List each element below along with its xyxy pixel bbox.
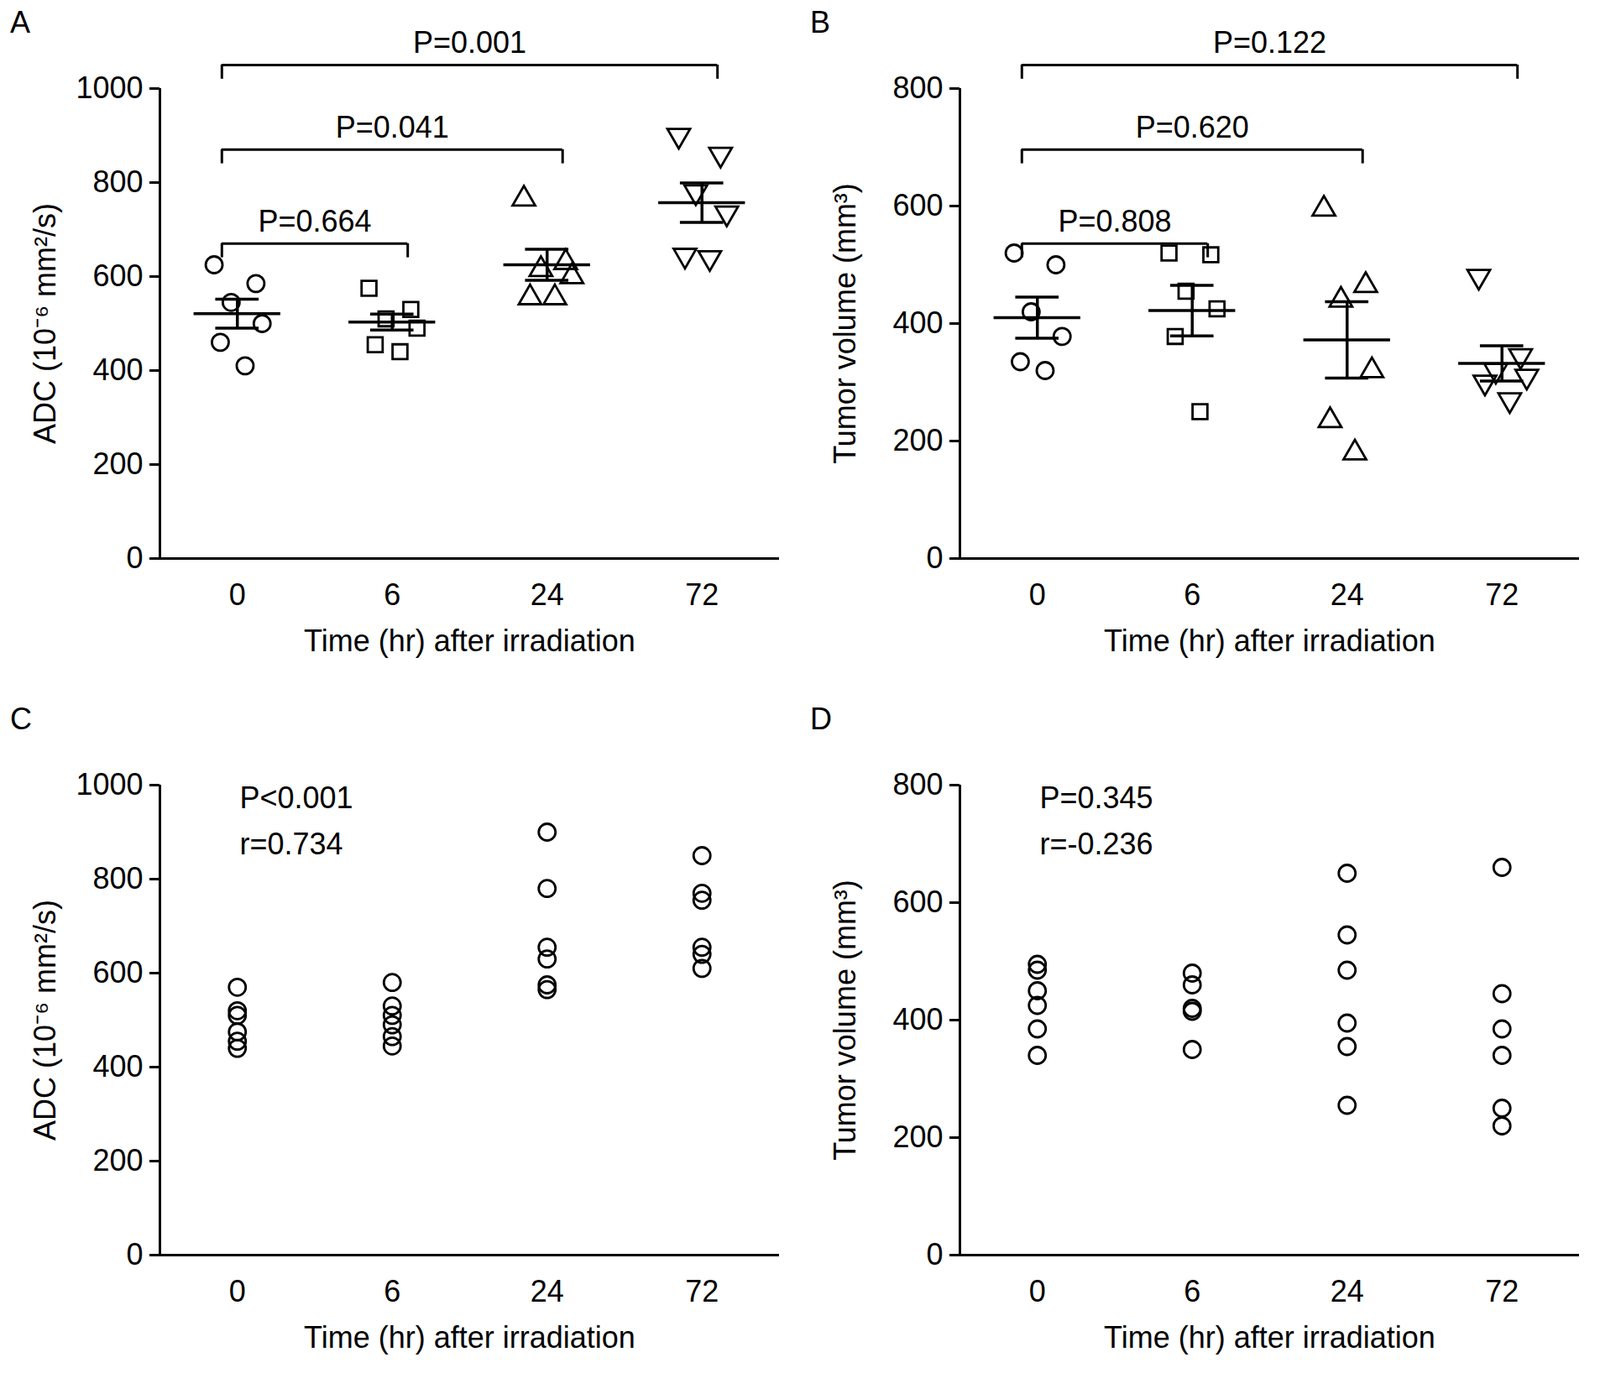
svg-text:72: 72: [684, 1274, 719, 1309]
svg-text:6: 6: [383, 1274, 401, 1309]
svg-text:P=0.041: P=0.041: [335, 109, 450, 145]
svg-text:1000: 1000: [75, 767, 143, 802]
svg-text:Time (hr) after irradiation: Time (hr) after irradiation: [303, 1320, 636, 1355]
svg-text:24: 24: [530, 1274, 565, 1309]
svg-text:600: 600: [92, 955, 143, 990]
svg-text:Tumor volume (mm³): Tumor volume (mm³): [827, 879, 863, 1161]
svg-text:400: 400: [92, 1049, 143, 1084]
svg-text:6: 6: [1183, 577, 1201, 612]
svg-text:r=-0.236: r=-0.236: [1040, 826, 1154, 862]
svg-text:6: 6: [1183, 1274, 1201, 1309]
svg-text:Time (hr) after irradiation: Time (hr) after irradiation: [303, 623, 636, 659]
svg-text:24: 24: [1330, 1274, 1365, 1309]
html-text:A: A: [10, 5, 31, 40]
svg-text:200: 200: [92, 1143, 143, 1178]
svg-text:72: 72: [684, 577, 719, 612]
svg-text:400: 400: [92, 352, 143, 387]
svg-text:P=0.620: P=0.620: [1135, 109, 1250, 145]
svg-text:400: 400: [892, 1002, 943, 1037]
svg-text:400: 400: [892, 305, 943, 340]
svg-text:0: 0: [925, 540, 943, 576]
svg-text:ADC (10⁻⁶ mm²/s): ADC (10⁻⁶ mm²/s): [27, 203, 63, 445]
svg-text:200: 200: [92, 446, 143, 482]
html-text:B: B: [810, 5, 831, 40]
svg-text:0: 0: [1029, 1274, 1046, 1309]
svg-text:200: 200: [892, 1119, 943, 1155]
svg-text:72: 72: [1484, 577, 1519, 612]
svg-text:Time (hr) after irradiation: Time (hr) after irradiation: [1103, 1320, 1436, 1355]
svg-text:0: 0: [925, 1237, 943, 1272]
svg-text:600: 600: [892, 884, 943, 920]
svg-text:0: 0: [229, 577, 246, 612]
svg-text:1000: 1000: [75, 70, 143, 105]
svg-text:P=0.664: P=0.664: [257, 203, 372, 239]
svg-text:ADC (10⁻⁶ mm²/s): ADC (10⁻⁶ mm²/s): [27, 899, 63, 1141]
svg-text:P=0.808: P=0.808: [1057, 203, 1172, 239]
svg-text:800: 800: [892, 70, 943, 105]
svg-text:800: 800: [92, 861, 143, 896]
svg-text:P=0.345: P=0.345: [1040, 780, 1154, 816]
svg-text:Tumor volume (mm³): Tumor volume (mm³): [827, 183, 863, 465]
html-text:D: D: [810, 701, 832, 737]
svg-text:0: 0: [125, 540, 143, 576]
svg-text:P=0.001: P=0.001: [413, 25, 527, 60]
svg-text:0: 0: [125, 1237, 143, 1272]
svg-text:24: 24: [530, 577, 565, 612]
svg-text:r=0.734: r=0.734: [240, 826, 344, 862]
svg-text:P=0.122: P=0.122: [1213, 25, 1327, 60]
svg-text:24: 24: [1330, 577, 1365, 612]
svg-text:600: 600: [92, 258, 143, 293]
svg-text:Time (hr) after irradiation: Time (hr) after irradiation: [1103, 623, 1436, 659]
svg-text:800: 800: [92, 164, 143, 199]
svg-text:6: 6: [383, 577, 401, 612]
svg-text:0: 0: [229, 1274, 246, 1309]
svg-text:P<0.001: P<0.001: [240, 780, 354, 816]
svg-text:200: 200: [892, 423, 943, 458]
svg-text:800: 800: [892, 767, 943, 802]
html-text:C: C: [10, 701, 32, 737]
svg-text:72: 72: [1484, 1274, 1519, 1309]
svg-text:600: 600: [892, 188, 943, 223]
svg-text:0: 0: [1029, 577, 1046, 612]
